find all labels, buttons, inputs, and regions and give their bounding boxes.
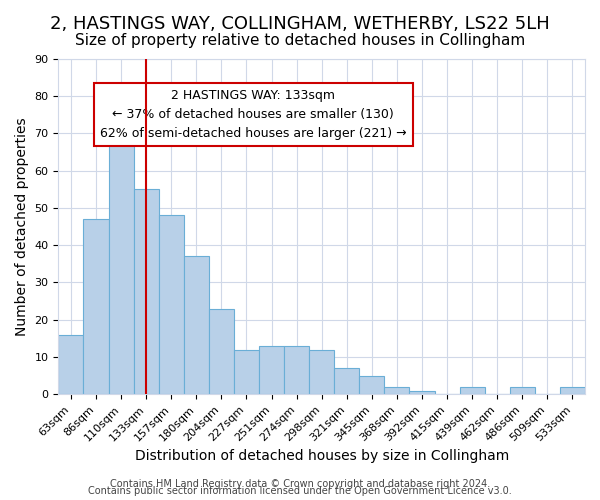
Text: Contains HM Land Registry data © Crown copyright and database right 2024.: Contains HM Land Registry data © Crown c… — [110, 479, 490, 489]
Bar — [58, 334, 83, 394]
Bar — [560, 387, 585, 394]
Text: Contains public sector information licensed under the Open Government Licence v3: Contains public sector information licen… — [88, 486, 512, 496]
Text: Size of property relative to detached houses in Collingham: Size of property relative to detached ho… — [75, 32, 525, 48]
Bar — [385, 387, 409, 394]
Bar — [309, 350, 334, 394]
Text: 2 HASTINGS WAY: 133sqm
← 37% of detached houses are smaller (130)
62% of semi-de: 2 HASTINGS WAY: 133sqm ← 37% of detached… — [100, 89, 407, 140]
Bar — [83, 219, 109, 394]
Bar — [159, 216, 184, 394]
Bar — [234, 350, 259, 394]
Bar — [460, 387, 485, 394]
Bar — [259, 346, 284, 394]
Y-axis label: Number of detached properties: Number of detached properties — [15, 118, 29, 336]
Bar — [134, 190, 159, 394]
Bar — [334, 368, 359, 394]
X-axis label: Distribution of detached houses by size in Collingham: Distribution of detached houses by size … — [134, 448, 509, 462]
Bar — [284, 346, 309, 394]
Bar — [184, 256, 209, 394]
Bar — [409, 390, 434, 394]
Bar — [510, 387, 535, 394]
Bar — [359, 376, 385, 394]
Bar — [109, 134, 134, 394]
Text: 2, HASTINGS WAY, COLLINGHAM, WETHERBY, LS22 5LH: 2, HASTINGS WAY, COLLINGHAM, WETHERBY, L… — [50, 15, 550, 33]
Bar — [209, 308, 234, 394]
